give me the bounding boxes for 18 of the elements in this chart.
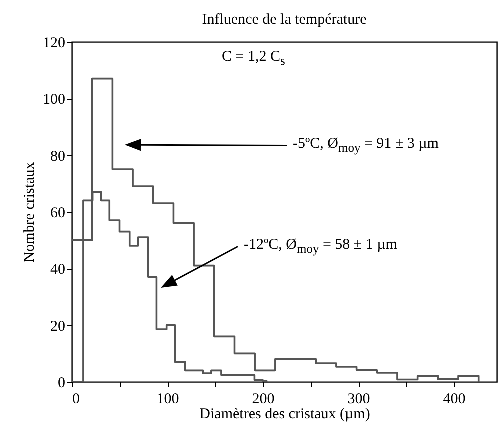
y-tick-label: 120 <box>43 36 66 52</box>
y-axis-title: Nombre cristaux <box>22 162 38 263</box>
y-tick-label: 60 <box>50 206 66 222</box>
x-tick-label: 0 <box>72 392 80 408</box>
y-tick-label: 0 <box>58 376 66 392</box>
y-tick-label: 20 <box>50 318 66 335</box>
x-tick-label: 100 <box>156 392 180 408</box>
annotation: -12ºC, Ø$_{moy}$ = 58 ± 1 µm <box>244 237 398 256</box>
x-tick-label: 400 <box>443 392 466 408</box>
chart-title: Influence de la température <box>202 12 368 28</box>
y-tick-label: 100 <box>43 92 66 108</box>
y-tick-label: 40 <box>50 262 66 278</box>
x-tick-label: 200 <box>252 392 275 408</box>
x-tick-label: 300 <box>348 392 370 408</box>
y-tick-label: 80 <box>50 148 66 165</box>
x-axis-title: Diamètres des cristaux (µm) <box>200 406 370 422</box>
annotation: -5ºC, Ø$_{moy}$ = 91 ± 3 µm <box>293 136 439 155</box>
annotation: C = 1,2 C$_{s}$ <box>222 49 286 68</box>
